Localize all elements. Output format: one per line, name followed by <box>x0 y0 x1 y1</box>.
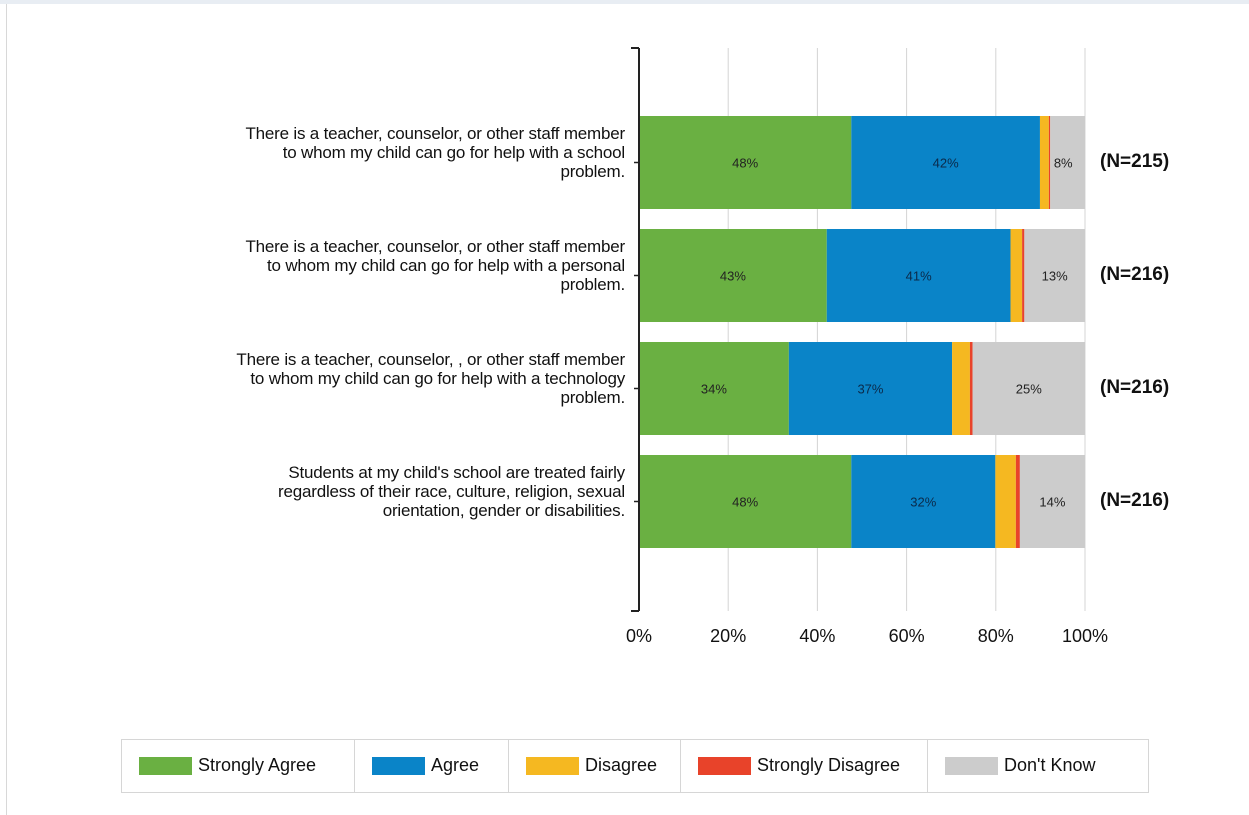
bar-segment-strongly-disagree <box>1022 229 1025 322</box>
bar-segment-don-t-know <box>972 342 1085 435</box>
legend-label: Agree <box>431 755 480 775</box>
x-tick-label: 80% <box>977 626 1014 646</box>
x-tick-label: 0% <box>625 626 652 646</box>
bar-segment-agree <box>851 116 1040 209</box>
legend-item: Strongly Agree <box>122 740 354 792</box>
sample-size-label: (N=216) <box>1100 489 1170 511</box>
legend-label: Strongly Disagree <box>757 755 901 775</box>
bar-segment-disagree <box>995 455 1016 548</box>
bar-segment-agree <box>788 342 953 435</box>
panel-left-border <box>6 4 7 815</box>
category-label: There is a teacher, counselor, or other … <box>60 124 625 181</box>
data-label: 48% <box>732 495 758 510</box>
data-label: 37% <box>857 382 883 397</box>
category-label-line: Students at my child's school are treate… <box>288 463 625 482</box>
category-label-line: to whom my child can go for help with a … <box>250 369 625 388</box>
data-label: 34% <box>701 382 727 397</box>
category-label-line: There is a teacher, counselor, or other … <box>245 237 625 256</box>
top-toolbar-strip <box>0 0 1249 4</box>
bar-segment-strongly-disagree <box>969 342 973 435</box>
data-label: 14% <box>1039 495 1065 510</box>
data-label: 43% <box>720 269 746 284</box>
legend-swatch <box>139 757 192 775</box>
legend-swatch <box>526 757 579 775</box>
legend-item: Strongly Disagree <box>680 740 928 792</box>
x-tick-label: 40% <box>799 626 836 646</box>
legend-item: Agree <box>354 740 509 792</box>
data-label: 25% <box>1016 382 1042 397</box>
legend-label: Strongly Agree <box>198 755 317 775</box>
data-label: 42% <box>933 156 959 171</box>
category-label-line: problem. <box>560 388 625 407</box>
data-label: 32% <box>910 495 936 510</box>
bar-segment-agree <box>851 455 996 548</box>
bar-segment-disagree <box>1010 229 1023 322</box>
legend-swatch <box>945 757 998 775</box>
bar-segment-strongly-disagree <box>1048 116 1051 209</box>
category-label: Students at my child's school are treate… <box>60 463 625 520</box>
legend-label: Disagree <box>585 755 658 775</box>
category-label-line: to whom my child can go for help with a … <box>282 143 626 162</box>
category-label-line: orientation, gender or disabilities. <box>382 501 625 520</box>
x-tick-label: 100% <box>1061 626 1109 646</box>
bar-segment-strongly-disagree <box>1015 455 1020 548</box>
data-label: 48% <box>732 156 758 171</box>
category-label: There is a teacher, counselor, , or othe… <box>60 350 625 407</box>
legend-swatch <box>698 757 751 775</box>
sample-size-label: (N=216) <box>1100 376 1170 398</box>
legend-item: Disagree <box>508 740 681 792</box>
sample-size-label: (N=216) <box>1100 263 1170 285</box>
category-label-line: There is a teacher, counselor, , or othe… <box>236 350 625 369</box>
category-label-line: regardless of their race, culture, relig… <box>278 482 625 501</box>
data-label: 13% <box>1042 269 1068 284</box>
legend-swatch <box>372 757 425 775</box>
category-label-line: problem. <box>560 275 625 294</box>
bar-segment-agree <box>826 229 1011 322</box>
bar-segment-strongly-agree <box>639 342 789 435</box>
bar-segment-disagree <box>952 342 970 435</box>
bar-segment-disagree <box>1039 116 1049 209</box>
sample-size-label: (N=215) <box>1100 150 1170 172</box>
category-label-line: to whom my child can go for help with a … <box>267 256 625 275</box>
bar-segment-strongly-agree <box>639 229 827 322</box>
bar-segment-don-t-know <box>1024 229 1085 322</box>
legend-item: Don't Know <box>927 740 1149 792</box>
data-label: 8% <box>1054 156 1073 171</box>
legend-label: Don't Know <box>1004 755 1096 775</box>
bar-segment-don-t-know <box>1019 455 1085 548</box>
bar-segment-strongly-agree <box>639 116 852 209</box>
x-tick-label: 60% <box>888 626 925 646</box>
category-label-line: problem. <box>560 162 625 181</box>
chart-legend: Strongly Agree Agree Disagree Strongly Disa… <box>121 739 1149 793</box>
category-label-line: There is a teacher, counselor, or other … <box>245 124 625 143</box>
bar-segment-strongly-agree <box>639 455 852 548</box>
bar-segment-don-t-know <box>1050 116 1085 209</box>
x-tick-label: 20% <box>710 626 747 646</box>
data-label: 41% <box>906 269 932 284</box>
category-label: There is a teacher, counselor, or other … <box>60 237 625 294</box>
